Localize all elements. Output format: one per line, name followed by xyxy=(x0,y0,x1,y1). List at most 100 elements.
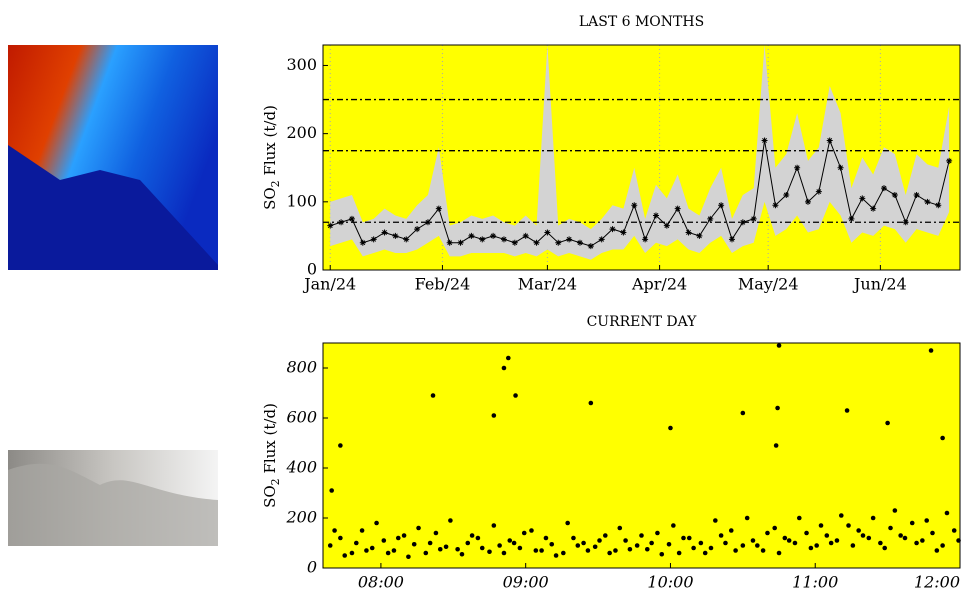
star-marker xyxy=(783,192,790,198)
star-marker xyxy=(935,202,942,209)
scatter-point xyxy=(930,530,935,536)
scatter-point xyxy=(613,548,618,553)
star-marker xyxy=(598,236,605,243)
x-tick-label: 09:00 xyxy=(503,573,549,592)
scatter-point xyxy=(497,543,502,548)
scatter-point xyxy=(909,520,915,526)
star-marker xyxy=(718,202,725,209)
scatter-point xyxy=(448,518,453,523)
scatter-point xyxy=(575,543,581,548)
scatter-point xyxy=(592,544,598,550)
star-marker xyxy=(891,192,898,198)
x-tick-label: 11:00 xyxy=(792,573,838,592)
scatter-point xyxy=(395,535,401,541)
scatter-point xyxy=(828,540,834,546)
uncertainty-band xyxy=(330,45,950,260)
y-tick-label: 0 xyxy=(307,558,317,577)
star-marker xyxy=(859,195,866,202)
star-marker xyxy=(880,185,887,192)
scatter-point xyxy=(427,540,433,546)
scatter-point xyxy=(332,528,337,533)
scatter-point xyxy=(327,543,333,548)
scatter-point xyxy=(772,525,777,531)
star-marker xyxy=(327,222,334,229)
star-marker xyxy=(609,226,616,233)
flux-line xyxy=(330,138,950,247)
star-marker xyxy=(739,219,746,226)
scatter-point xyxy=(878,540,883,546)
scatter-point xyxy=(844,408,850,413)
scatter-point xyxy=(391,548,397,553)
scatter-point xyxy=(776,550,782,556)
star-marker xyxy=(587,243,594,250)
scatter-point xyxy=(818,523,824,528)
scatter-point xyxy=(740,543,746,548)
scatter-point xyxy=(507,538,513,543)
scatter-point xyxy=(914,540,919,546)
scatter-point xyxy=(755,543,760,548)
scatter-point xyxy=(681,535,686,541)
scatter-point xyxy=(338,535,343,541)
star-marker xyxy=(913,192,920,198)
scatter-point xyxy=(342,553,348,558)
scatter-point xyxy=(385,550,391,556)
star-marker xyxy=(392,232,399,239)
scatter-point xyxy=(585,548,591,553)
scatter-point xyxy=(814,543,819,548)
scatter-point xyxy=(860,533,866,538)
scatter-point xyxy=(423,550,429,556)
y-tick-label: 200 xyxy=(285,508,317,527)
scatter-point xyxy=(920,538,925,543)
plot-frame xyxy=(322,44,961,271)
scatter-point xyxy=(539,548,544,553)
scatter-point xyxy=(940,435,945,441)
scatter-point xyxy=(455,546,460,552)
scatter-point xyxy=(691,545,696,551)
star-marker xyxy=(631,202,638,209)
scatter-point xyxy=(469,533,475,538)
camera-image xyxy=(8,450,218,546)
star-marker xyxy=(652,212,659,219)
scatter-point xyxy=(521,530,527,536)
star-marker xyxy=(750,215,757,222)
scatter-point xyxy=(533,548,539,553)
scatter-point xyxy=(776,343,782,348)
scatter-point xyxy=(639,533,644,538)
scatter-point xyxy=(581,540,586,546)
scatter-point xyxy=(491,413,497,418)
star-marker xyxy=(555,239,562,246)
star-marker xyxy=(826,137,833,144)
star-marker xyxy=(446,239,453,246)
x-tick-label: Jan/24 xyxy=(302,275,356,294)
scatter-point xyxy=(723,540,728,546)
scatter-point xyxy=(702,550,708,556)
scatter-point xyxy=(713,518,718,523)
y-axis-label: SO2 Flux (t/d) xyxy=(261,403,282,508)
scatter-point xyxy=(676,550,682,556)
scatter-point xyxy=(773,443,779,448)
scatter-point xyxy=(627,546,633,552)
scatter-point xyxy=(443,544,449,550)
scatter-point xyxy=(597,538,602,543)
thermal-image xyxy=(8,45,218,270)
scatter-point xyxy=(369,545,375,551)
star-marker xyxy=(381,229,388,236)
scatter-point xyxy=(329,488,334,493)
scatter-point xyxy=(406,554,411,560)
scatter-point xyxy=(760,548,766,553)
star-marker xyxy=(870,205,877,212)
x-tick-label: Apr/24 xyxy=(631,275,687,294)
scatter-point xyxy=(401,533,407,538)
star-marker xyxy=(924,198,931,205)
scatter-point xyxy=(838,513,844,518)
scatter-point xyxy=(824,533,830,538)
scatter-point xyxy=(364,548,369,553)
scatter-point xyxy=(775,405,780,411)
scatter-point xyxy=(433,530,439,536)
scatter-point xyxy=(353,540,359,546)
scatter-point xyxy=(506,355,511,361)
scatter-point xyxy=(740,410,746,416)
scatter-point xyxy=(501,550,507,556)
y-tick-label: 400 xyxy=(285,458,317,477)
scatter-point xyxy=(543,535,549,541)
